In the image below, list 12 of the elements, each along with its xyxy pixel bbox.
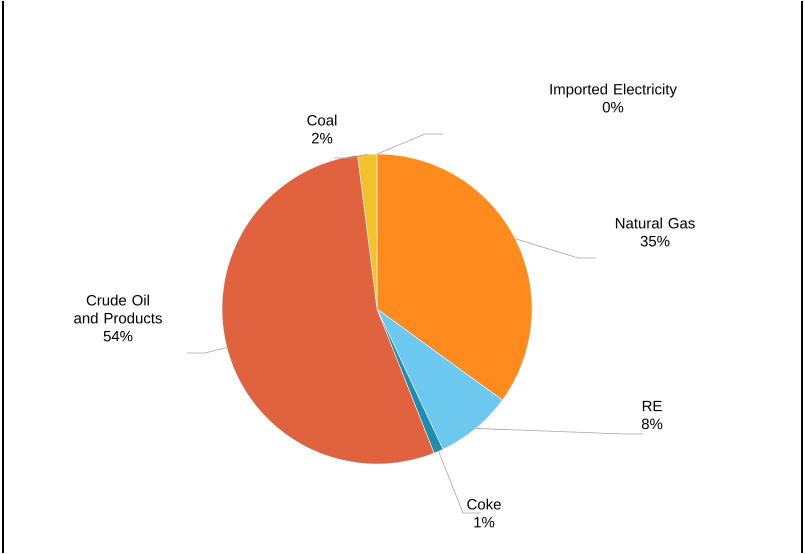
category-label: Imported Electricity [550,84,677,98]
data-label: 54% [104,330,132,342]
slice-label: Coal [307,114,336,126]
data-label: 2% [312,132,332,144]
data-label: 8% [642,418,662,430]
slice-label: Coke [467,498,501,510]
text: 0% [602,102,624,112]
slice-label: RE [642,400,662,412]
slice-label: Natural Gas [616,218,695,229]
slice-label: Crude Oil and Products [74,294,162,324]
data-label: 1% [474,516,494,528]
data-label: 35% [640,236,670,246]
